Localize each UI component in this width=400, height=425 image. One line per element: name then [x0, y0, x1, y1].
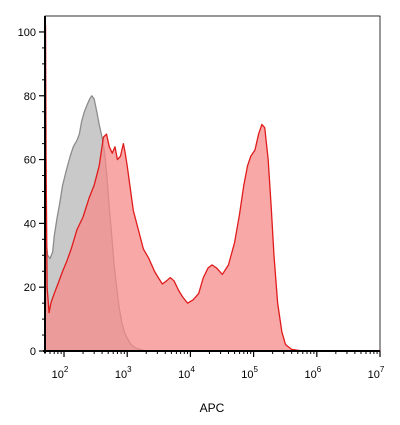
- x-tick-label: 104: [178, 365, 195, 381]
- histogram-series-2: [44, 24, 381, 352]
- x-tick-label: 102: [52, 365, 69, 381]
- y-tick-label: 100: [18, 27, 36, 39]
- series-layer: [44, 24, 381, 352]
- x-tick-label: 107: [368, 365, 385, 381]
- x-tick-label: 106: [304, 365, 321, 381]
- y-tick-label: 60: [24, 155, 36, 167]
- axes-layer: 0 20 40 60 80 100 102 103 104 105 106 107: [18, 16, 385, 381]
- x-tick-label: 103: [115, 365, 132, 381]
- y-tick-label: 20: [24, 282, 36, 294]
- x-tick-label: 105: [241, 365, 258, 381]
- y-tick-label: 40: [24, 218, 36, 230]
- x-axis-title: APC: [200, 401, 225, 415]
- y-tick-label: 0: [30, 346, 36, 358]
- y-tick-label: 80: [24, 91, 36, 103]
